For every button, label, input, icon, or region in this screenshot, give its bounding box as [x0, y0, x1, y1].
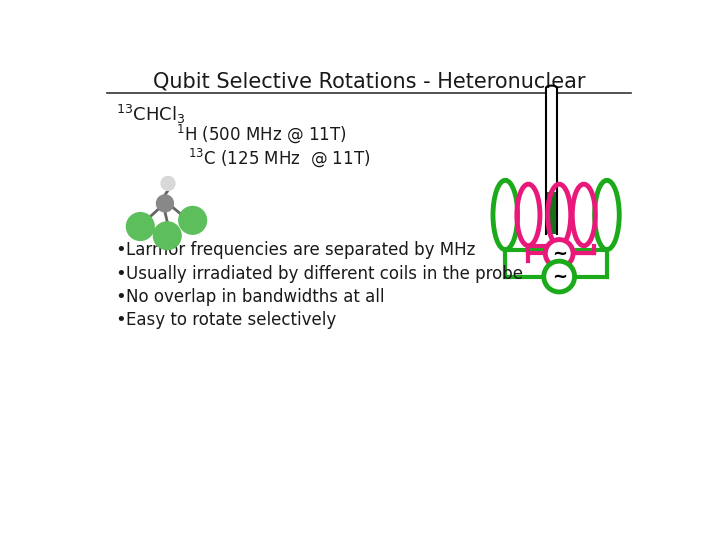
- Circle shape: [156, 195, 174, 212]
- Circle shape: [127, 213, 154, 240]
- Text: $^{13}$C (125 MHz  @ 11T): $^{13}$C (125 MHz @ 11T): [188, 146, 370, 168]
- Circle shape: [179, 206, 207, 234]
- Circle shape: [544, 261, 575, 292]
- Bar: [546, 88, 557, 234]
- Text: •: •: [115, 288, 126, 306]
- Circle shape: [161, 177, 175, 190]
- Text: $^{13}$CHCl$_3$: $^{13}$CHCl$_3$: [117, 103, 186, 126]
- Text: ~: ~: [552, 267, 567, 286]
- Text: •: •: [115, 265, 126, 284]
- Text: ~: ~: [552, 245, 567, 262]
- Text: Qubit Selective Rotations - Heteronuclear: Qubit Selective Rotations - Heteronuclea…: [153, 72, 585, 92]
- Circle shape: [153, 222, 181, 249]
- Circle shape: [545, 240, 573, 267]
- Text: $^1$H (500 MHz @ 11T): $^1$H (500 MHz @ 11T): [176, 123, 347, 145]
- Text: No overlap in bandwidths at all: No overlap in bandwidths at all: [127, 288, 385, 306]
- Text: •: •: [115, 312, 126, 329]
- Text: Easy to rotate selectively: Easy to rotate selectively: [127, 312, 337, 329]
- Text: •: •: [115, 241, 126, 259]
- Bar: [547, 192, 556, 234]
- Text: Larmor frequencies are separated by MHz: Larmor frequencies are separated by MHz: [127, 241, 476, 259]
- Text: Usually irradiated by different coils in the probe: Usually irradiated by different coils in…: [127, 265, 523, 284]
